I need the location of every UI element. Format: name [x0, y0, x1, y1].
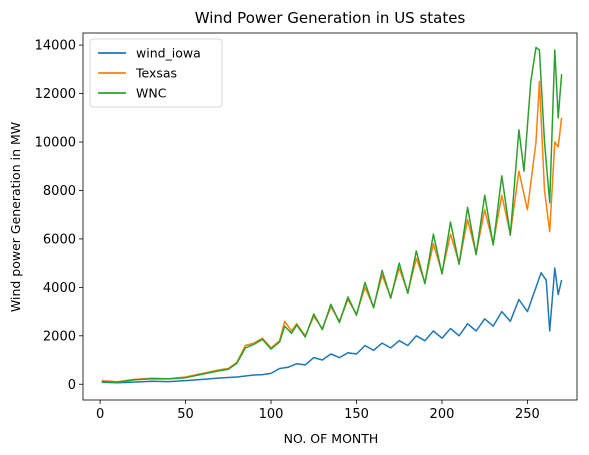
- x-tick-label: 200: [430, 407, 455, 422]
- chart-title: Wind Power Generation in US states: [195, 9, 466, 27]
- x-tick-label: 100: [259, 407, 284, 422]
- axes: 0 50 100 150 200 250 0 2000 4000 6000 8000 10000 120…: [35, 32, 578, 422]
- series-line-wnc: [101, 46, 563, 384]
- axes-frame: [82, 32, 578, 401]
- y-tick-label: 0: [68, 378, 76, 393]
- y-tick-label: 8000: [43, 184, 76, 199]
- y-tick-label: 12000: [35, 87, 76, 102]
- legend-label: wind_iowa: [136, 46, 201, 61]
- legend: wind_iowa Texsas WNC: [89, 38, 223, 108]
- x-tick-label: 250: [515, 407, 540, 422]
- y-tick-label: 6000: [43, 232, 76, 247]
- series-lines: [101, 46, 563, 384]
- legend-label: WNC: [136, 86, 167, 101]
- y-axis-label: Wind power Generation in MW: [8, 122, 23, 312]
- y-tick-label: 4000: [43, 281, 76, 296]
- y-tick-label: 2000: [43, 329, 76, 344]
- y-tick-label: 10000: [35, 136, 76, 151]
- x-tick-label: 50: [177, 407, 194, 422]
- x-tick-label: 0: [96, 407, 104, 422]
- y-tick-label: 14000: [35, 39, 76, 54]
- x-axis-label: NO. OF MONTH: [284, 431, 379, 446]
- legend-label: Texsas: [135, 66, 177, 81]
- series-line-wind-iowa: [101, 267, 563, 384]
- x-tick-label: 150: [344, 407, 369, 422]
- legend-box: [89, 38, 223, 108]
